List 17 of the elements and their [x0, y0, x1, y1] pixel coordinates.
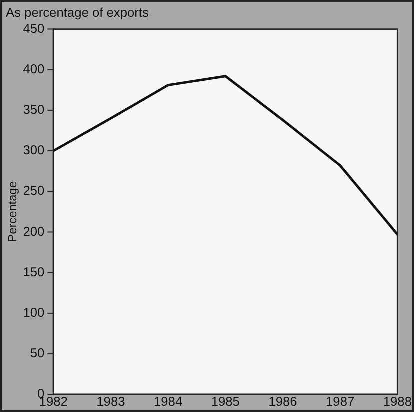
x-tick-label: 1984	[154, 394, 183, 409]
y-tick-label: 250	[23, 183, 45, 198]
x-tick-label: 1985	[211, 394, 240, 409]
y-tick-label: 200	[23, 224, 45, 239]
x-tick-label: 1986	[268, 394, 298, 409]
y-tick-label: 100	[23, 304, 45, 320]
y-tick-label: 450	[23, 20, 45, 36]
x-tick-label: 1987	[326, 394, 355, 409]
y-axis-title: Percentage	[5, 181, 20, 242]
y-tick-label: 300	[23, 142, 45, 158]
y-tick-label: 400	[23, 61, 45, 76]
y-tick-label: 150	[23, 264, 45, 280]
chart-title: As percentage of exports	[6, 5, 149, 20]
x-tick-label: 1983	[96, 394, 126, 409]
x-tick-label: 1988	[383, 394, 412, 409]
y-tick-label: 350	[23, 102, 45, 118]
y-tick-label: 50	[30, 346, 45, 361]
